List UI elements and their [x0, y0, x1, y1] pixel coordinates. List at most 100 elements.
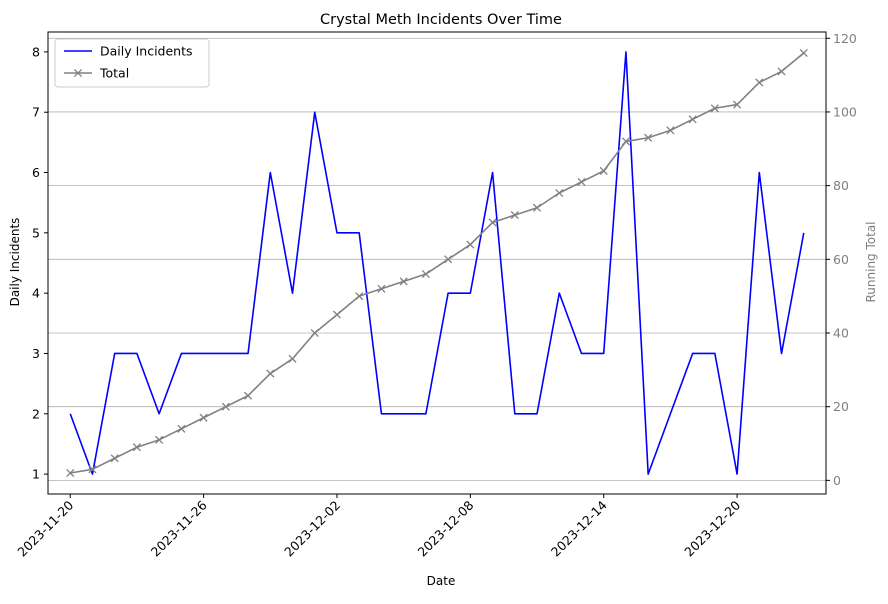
series-1-point-5 [177, 424, 186, 433]
point-stroke [444, 255, 453, 264]
point-stroke [488, 218, 497, 227]
series-1-point-2 [110, 454, 119, 463]
series-1-point-18 [466, 240, 475, 249]
point-stroke [555, 188, 564, 198]
series-line-1 [70, 52, 805, 474]
y2-tick-label-4: 80 [833, 178, 849, 193]
point-stroke [532, 203, 542, 212]
series-0 [69, 51, 805, 475]
point-stroke [155, 435, 164, 444]
series-1-point-10 [288, 354, 297, 363]
point-stroke [332, 310, 342, 319]
series-1-point-22 [555, 188, 564, 198]
y-tick-label-2: 3 [32, 346, 40, 361]
series-1-point-28 [688, 115, 697, 124]
point-stroke [310, 328, 319, 338]
series-1-point-23 [577, 177, 586, 187]
series-1-point-32 [777, 67, 786, 76]
series-1-point-8 [243, 391, 253, 400]
legend-item-1: Total [64, 66, 129, 81]
y-tick-label-6: 7 [32, 105, 40, 120]
point-stroke [599, 166, 608, 175]
point-stroke [799, 48, 808, 58]
point-stroke [621, 137, 631, 146]
series-1-point-12 [332, 310, 342, 319]
series-line-0 [69, 51, 805, 475]
series-1-point-3 [132, 443, 141, 452]
point-stroke [266, 369, 275, 378]
legend-item-0: Daily Incidents [64, 44, 193, 59]
point-stroke [355, 292, 364, 301]
series-1-point-6 [199, 413, 208, 422]
y-tick-label-7: 8 [32, 44, 40, 59]
series-1-point-26 [644, 133, 653, 142]
series-1-point-7 [221, 402, 230, 411]
point-stroke [577, 177, 586, 187]
legend-label-1: Total [99, 66, 129, 81]
series-1-point-9 [266, 369, 275, 378]
point-stroke [377, 284, 386, 293]
series-1-point-25 [621, 137, 631, 146]
series-1-point-33 [799, 48, 808, 58]
y-tick-label-5: 6 [32, 165, 40, 180]
y2-tick-label-1: 20 [833, 399, 849, 414]
legend-label-0: Daily Incidents [100, 44, 193, 59]
legend-marker-stroke [73, 68, 83, 78]
series-1-point-15 [399, 277, 408, 286]
point-stroke [110, 454, 119, 463]
plot-frame [47, 31, 827, 495]
series-1-point-1 [88, 465, 97, 474]
y2-tick-label-3: 60 [833, 252, 849, 267]
y2-tick-label-6: 120 [833, 31, 857, 46]
y-tick-label-1: 2 [32, 406, 40, 421]
point-stroke [733, 100, 742, 109]
point-stroke [777, 67, 786, 76]
point-stroke [510, 211, 519, 220]
series-layer [66, 48, 808, 478]
series-1-point-19 [488, 218, 497, 227]
series-1-point-13 [355, 292, 364, 301]
point-stroke [666, 126, 675, 135]
series-1-point-17 [444, 255, 453, 264]
point-stroke [688, 115, 697, 124]
series-1-point-0 [66, 468, 75, 478]
series-1-point-24 [599, 166, 608, 175]
legend: Daily Incidents Total [54, 38, 210, 88]
point-stroke [710, 104, 719, 113]
point-stroke [66, 468, 75, 478]
series-1-point-16 [421, 269, 430, 279]
series-1-point-4 [155, 435, 164, 444]
series-1-point-30 [733, 100, 742, 109]
y-tick-label-3: 4 [32, 286, 40, 301]
y2-tick-label-5: 100 [833, 104, 857, 119]
y-tick-label-0: 1 [32, 467, 40, 482]
point-stroke [88, 465, 97, 474]
series-1-point-11 [310, 328, 319, 338]
point-stroke [399, 277, 408, 286]
point-stroke [199, 413, 208, 422]
series-1-point-21 [532, 203, 542, 212]
y2-tick-label-2: 40 [833, 326, 849, 341]
point-stroke [177, 424, 186, 433]
point-stroke [288, 354, 297, 363]
series-1-point-27 [666, 126, 675, 135]
point-stroke [466, 240, 475, 249]
x-axis-label: Date [427, 574, 456, 588]
point-stroke [421, 269, 430, 279]
point-stroke [644, 133, 653, 142]
y-axis-label: Daily Incidents [8, 218, 22, 307]
series-1-point-31 [755, 78, 764, 87]
series-1-point-20 [510, 211, 519, 220]
series-1 [66, 48, 808, 478]
point-stroke [132, 443, 141, 452]
y2-axis-label: Running Total [864, 221, 878, 302]
y2-tick-label-0: 0 [833, 473, 841, 488]
point-stroke [243, 391, 253, 400]
legend-box [54, 38, 210, 88]
y-tick-label-4: 5 [32, 225, 40, 240]
series-1-point-14 [377, 284, 386, 293]
chart-title: Crystal Meth Incidents Over Time [320, 12, 562, 28]
